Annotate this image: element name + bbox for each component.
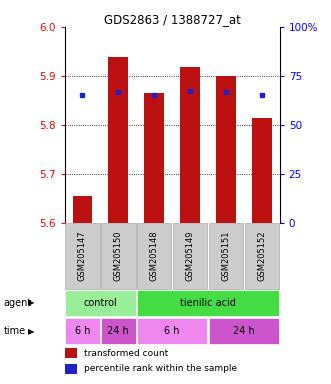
Bar [137, 290, 279, 316]
Bar [245, 223, 279, 288]
Title: GDS2863 / 1388727_at: GDS2863 / 1388727_at [104, 13, 241, 26]
Text: ▶: ▶ [28, 298, 35, 307]
Bar [137, 223, 171, 288]
Bar [252, 118, 272, 223]
Bar [137, 318, 207, 344]
Bar [65, 290, 136, 316]
Bar [144, 93, 164, 223]
Bar [216, 76, 236, 223]
Bar [65, 348, 77, 358]
Bar [109, 57, 128, 223]
Text: time: time [3, 326, 25, 336]
Text: GSM205148: GSM205148 [150, 230, 159, 281]
Text: GSM205150: GSM205150 [114, 231, 123, 281]
Text: 24 h: 24 h [233, 326, 255, 336]
Bar [65, 318, 100, 344]
Bar [65, 364, 77, 374]
Text: GSM205149: GSM205149 [186, 231, 195, 281]
Bar [65, 223, 100, 288]
Bar [209, 223, 243, 288]
Bar [180, 67, 200, 223]
Text: control: control [83, 298, 117, 308]
Text: GSM205147: GSM205147 [78, 230, 87, 281]
Text: tienilic acid: tienilic acid [180, 298, 236, 308]
Text: ▶: ▶ [28, 327, 35, 336]
Bar [173, 223, 207, 288]
Bar [72, 196, 92, 223]
Text: 6 h: 6 h [165, 326, 180, 336]
Bar [101, 318, 135, 344]
Text: transformed count: transformed count [84, 349, 168, 358]
Text: 24 h: 24 h [108, 326, 129, 336]
Bar [209, 318, 279, 344]
Text: percentile rank within the sample: percentile rank within the sample [84, 364, 237, 374]
Text: agent: agent [3, 298, 31, 308]
Text: GSM205151: GSM205151 [221, 231, 230, 281]
Text: 6 h: 6 h [75, 326, 90, 336]
Bar [101, 223, 135, 288]
Text: GSM205152: GSM205152 [257, 231, 266, 281]
